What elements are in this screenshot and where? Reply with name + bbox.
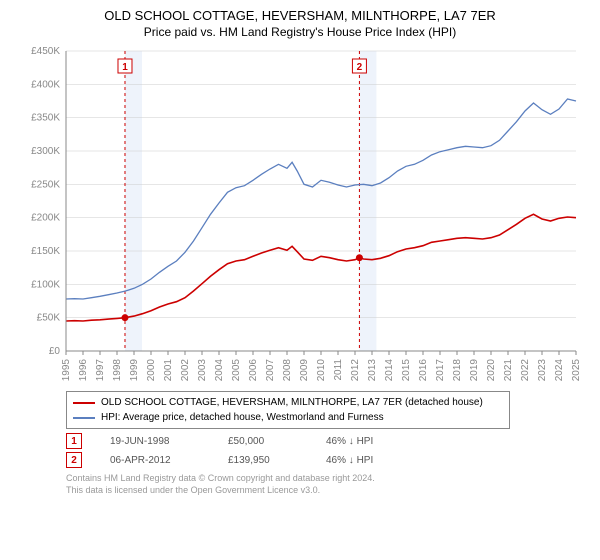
- chart-title: OLD SCHOOL COTTAGE, HEVERSHAM, MILNTHORP…: [18, 8, 582, 23]
- svg-text:2008: 2008: [282, 359, 293, 382]
- price-chart-page: { "title": "OLD SCHOOL COTTAGE, HEVERSHA…: [0, 0, 600, 560]
- line-chart-svg: £0 £50K £100K £150K £200K £250K £300K £350K £400…: [18, 45, 582, 385]
- svg-text:2007: 2007: [265, 359, 276, 382]
- svg-text:2022: 2022: [520, 359, 531, 382]
- svg-text:£450K: £450K: [31, 46, 60, 57]
- svg-text:1995: 1995: [61, 359, 72, 382]
- svg-text:2002: 2002: [180, 359, 191, 382]
- svg-text:2000: 2000: [146, 359, 157, 382]
- transaction-badge: 1: [66, 433, 82, 449]
- transaction-delta: 46% ↓ HPI: [326, 455, 373, 466]
- svg-text:2020: 2020: [486, 359, 497, 382]
- svg-text:£0: £0: [49, 346, 61, 357]
- svg-text:2005: 2005: [231, 359, 242, 382]
- svg-text:2019: 2019: [469, 359, 480, 382]
- svg-text:2001: 2001: [163, 359, 174, 382]
- svg-text:£300K: £300K: [31, 146, 60, 157]
- transaction-list: 1 19-JUN-1998 £50,000 46% ↓ HPI 2 06-APR…: [66, 433, 582, 468]
- svg-text:2021: 2021: [503, 359, 514, 382]
- legend-swatch: [73, 417, 95, 419]
- svg-text:2014: 2014: [384, 359, 395, 382]
- transaction-date: 06-APR-2012: [110, 455, 200, 466]
- copyright-footer: Contains HM Land Registry data © Crown c…: [66, 472, 582, 496]
- svg-text:1: 1: [122, 62, 128, 73]
- svg-text:2006: 2006: [248, 359, 259, 382]
- svg-text:2013: 2013: [367, 359, 378, 382]
- svg-text:£200K: £200K: [31, 213, 60, 224]
- svg-text:2023: 2023: [537, 359, 548, 382]
- svg-text:2012: 2012: [350, 359, 361, 382]
- legend-label: OLD SCHOOL COTTAGE, HEVERSHAM, MILNTHORP…: [101, 395, 483, 410]
- svg-text:2016: 2016: [418, 359, 429, 382]
- footer-line: This data is licensed under the Open Gov…: [66, 484, 582, 496]
- svg-text:2: 2: [357, 62, 363, 73]
- legend-label: HPI: Average price, detached house, West…: [101, 410, 384, 425]
- transaction-price: £139,950: [228, 455, 298, 466]
- transaction-badge: 2: [66, 452, 82, 468]
- svg-text:2015: 2015: [401, 359, 412, 382]
- svg-text:2018: 2018: [452, 359, 463, 382]
- svg-text:£400K: £400K: [31, 79, 60, 90]
- svg-text:1999: 1999: [129, 359, 140, 382]
- svg-text:£100K: £100K: [31, 279, 60, 290]
- transaction-date: 19-JUN-1998: [110, 436, 200, 447]
- legend-item: OLD SCHOOL COTTAGE, HEVERSHAM, MILNTHORP…: [73, 395, 503, 410]
- svg-text:2010: 2010: [316, 359, 327, 382]
- svg-text:1998: 1998: [112, 359, 123, 382]
- svg-text:2004: 2004: [214, 359, 225, 382]
- svg-text:£150K: £150K: [31, 246, 60, 257]
- svg-text:2011: 2011: [333, 359, 344, 381]
- svg-text:2025: 2025: [571, 359, 582, 382]
- svg-text:2003: 2003: [197, 359, 208, 382]
- transaction-price: £50,000: [228, 436, 298, 447]
- footer-line: Contains HM Land Registry data © Crown c…: [66, 472, 582, 484]
- legend-swatch: [73, 402, 95, 404]
- svg-text:2017: 2017: [435, 359, 446, 382]
- chart-subtitle: Price paid vs. HM Land Registry's House …: [18, 25, 582, 39]
- svg-text:£250K: £250K: [31, 179, 60, 190]
- transaction-row: 1 19-JUN-1998 £50,000 46% ↓ HPI: [66, 433, 582, 449]
- legend-item: HPI: Average price, detached house, West…: [73, 410, 503, 425]
- svg-text:1997: 1997: [95, 359, 106, 382]
- svg-text:£50K: £50K: [37, 313, 61, 324]
- transaction-delta: 46% ↓ HPI: [326, 436, 373, 447]
- legend: OLD SCHOOL COTTAGE, HEVERSHAM, MILNTHORP…: [66, 391, 510, 429]
- transaction-row: 2 06-APR-2012 £139,950 46% ↓ HPI: [66, 452, 582, 468]
- svg-text:2009: 2009: [299, 359, 310, 382]
- svg-text:1996: 1996: [78, 359, 89, 382]
- svg-text:2024: 2024: [554, 359, 565, 382]
- svg-text:£350K: £350K: [31, 113, 60, 124]
- chart-area: £0 £50K £100K £150K £200K £250K £300K £350K £400…: [18, 45, 582, 385]
